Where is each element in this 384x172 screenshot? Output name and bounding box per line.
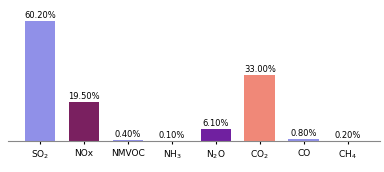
Text: 0.40%: 0.40% [115, 130, 141, 139]
Bar [113, 140, 143, 141]
Text: 6.10%: 6.10% [203, 119, 229, 128]
Bar [25, 21, 55, 141]
Text: 19.50%: 19.50% [68, 92, 100, 101]
Bar [288, 139, 319, 141]
Text: 0.10%: 0.10% [159, 131, 185, 140]
Bar [200, 129, 231, 141]
Text: 33.00%: 33.00% [244, 65, 276, 74]
Text: 0.80%: 0.80% [291, 130, 317, 138]
Text: 60.20%: 60.20% [24, 11, 56, 20]
Bar [245, 75, 275, 141]
Text: 0.20%: 0.20% [334, 131, 361, 140]
Bar [69, 102, 99, 141]
